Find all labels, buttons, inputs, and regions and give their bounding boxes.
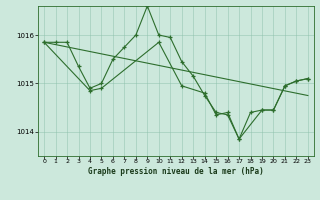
X-axis label: Graphe pression niveau de la mer (hPa): Graphe pression niveau de la mer (hPa) <box>88 167 264 176</box>
